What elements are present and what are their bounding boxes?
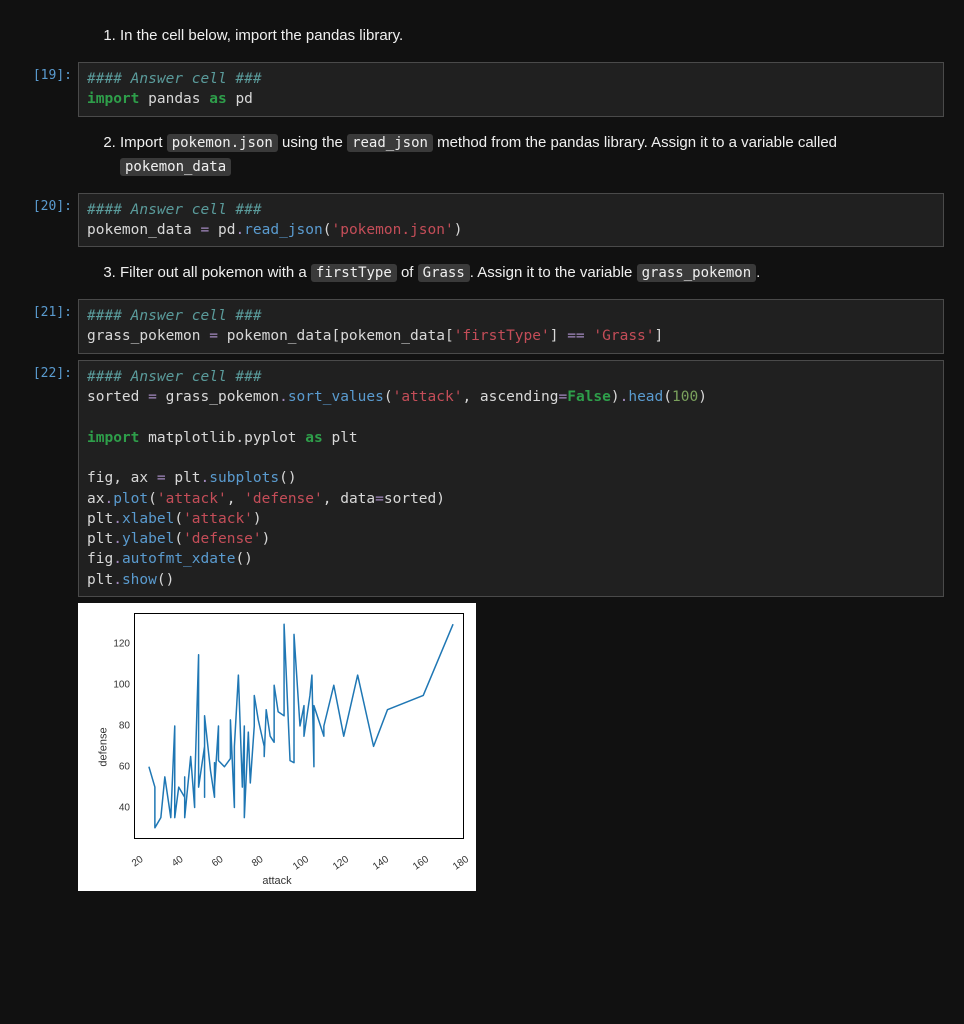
- matplotlib-plot: defense attack 40 60 80 100 120 20 40 60 80 100 1…: [78, 603, 476, 891]
- markdown-q3-text: Filter out all pokemon with a firstType …: [120, 261, 944, 285]
- prompt-20: [20]:: [20, 193, 78, 214]
- code-input-22[interactable]: #### Answer cell ### sorted = grass_poke…: [78, 360, 944, 597]
- xtick: 120: [331, 854, 351, 873]
- plot-ylabel: defense: [98, 727, 110, 766]
- cell-22-output: defense attack 40 60 80 100 120 20 40 60 80 100 1…: [78, 603, 944, 891]
- code-literal: pokemon_data: [120, 158, 231, 176]
- code-input-20[interactable]: #### Answer cell ### pokemon_data = pd.r…: [78, 193, 944, 248]
- markdown-q1-text: In the cell below, import the pandas lib…: [120, 24, 944, 48]
- code-literal: grass_pokemon: [637, 264, 757, 282]
- plot-line-svg: [135, 614, 463, 838]
- xtick: 40: [170, 854, 185, 869]
- xtick: 160: [411, 854, 431, 873]
- code-literal: firstType: [311, 264, 397, 282]
- xtick: 180: [451, 854, 471, 873]
- xtick: 140: [371, 854, 391, 873]
- xtick: 60: [210, 854, 225, 869]
- code-literal: Grass: [418, 264, 470, 282]
- prompt-19: [19]:: [20, 62, 78, 83]
- xtick: 20: [130, 854, 145, 869]
- markdown-q2-text: Import pokemon.json using the read_json …: [120, 131, 944, 179]
- ytick: 40: [110, 803, 130, 814]
- code-input-21[interactable]: #### Answer cell ### grass_pokemon = pok…: [78, 299, 944, 354]
- code-literal: pokemon.json: [167, 134, 278, 152]
- markdown-q2: Import pokemon.json using the read_json …: [100, 131, 944, 179]
- prompt-21: [21]:: [20, 299, 78, 320]
- ytick: 100: [110, 679, 130, 690]
- ytick: 60: [110, 762, 130, 773]
- code-literal: read_json: [347, 134, 433, 152]
- ytick: 80: [110, 721, 130, 732]
- xtick: 100: [291, 854, 311, 873]
- code-cell-22: [22]: #### Answer cell ### sorted = gras…: [20, 360, 944, 597]
- plot-xlabel: attack: [262, 875, 291, 887]
- markdown-q1: In the cell below, import the pandas lib…: [100, 24, 944, 48]
- code-cell-20: [20]: #### Answer cell ### pokemon_data …: [20, 193, 944, 248]
- plot-axes: [134, 613, 464, 839]
- markdown-q3: Filter out all pokemon with a firstType …: [100, 261, 944, 285]
- code-cell-19: [19]: #### Answer cell ### import pandas…: [20, 62, 944, 117]
- ytick: 120: [110, 638, 130, 649]
- xtick: 80: [250, 854, 265, 869]
- code-input-19[interactable]: #### Answer cell ### import pandas as pd: [78, 62, 944, 117]
- prompt-22: [22]:: [20, 360, 78, 381]
- code-cell-21: [21]: #### Answer cell ### grass_pokemon…: [20, 299, 944, 354]
